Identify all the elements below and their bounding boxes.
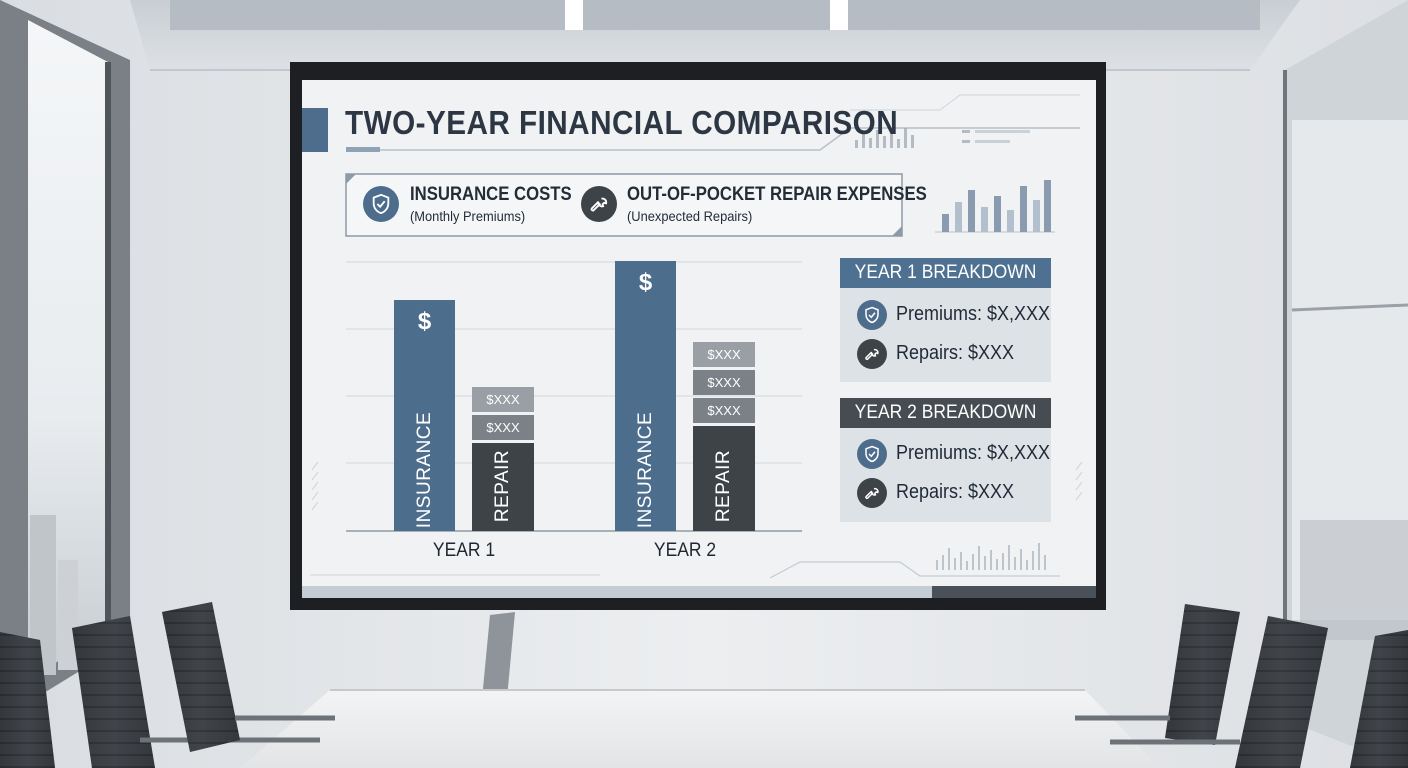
legend-repair-label: OUT-OF-POCKET REPAIR EXPENSES <box>627 184 927 205</box>
decorative-hatch-right <box>1075 461 1083 501</box>
repair-bar-label: REPAIR <box>492 449 513 523</box>
chair-left-3 <box>162 602 335 752</box>
repair-segment <box>472 415 534 440</box>
year1-premiums: Premiums: $X,XXX <box>896 303 1051 325</box>
repair-bar-label: REPAIR <box>713 449 734 523</box>
x-axis-label: YEAR 1 <box>432 540 496 561</box>
repair-segment-label: $XXX <box>707 375 741 390</box>
repair-segment-label: $XXX <box>486 420 520 435</box>
decorative-hatch-left <box>311 461 319 511</box>
insurance-bar-label: INSURANCE <box>413 411 435 529</box>
legend-insurance-sublabel: (Monthly Premiums) <box>410 208 526 224</box>
year1-repairs: Repairs: $XXX <box>896 342 1015 364</box>
wrench-icon <box>857 339 887 369</box>
chair-right-1 <box>1075 604 1240 745</box>
insurance-bar <box>615 261 676 531</box>
insurance-bar <box>394 300 455 531</box>
dollar-icon: $ <box>638 269 653 296</box>
shield-check-icon <box>857 300 887 330</box>
shield-check-icon <box>857 439 887 469</box>
repair-bar <box>693 426 755 531</box>
repair-segment <box>693 342 755 367</box>
repair-segment <box>693 370 755 395</box>
repair-segment-label: $XXX <box>486 392 520 407</box>
legend-insurance-label: INSURANCE COSTS <box>410 184 572 205</box>
slide-title: TWO-YEAR FINANCIAL COMPARISON <box>345 104 899 141</box>
year2-breakdown-heading: YEAR 2 BREAKDOWN <box>854 402 1037 423</box>
repair-segment <box>693 398 755 423</box>
shield-check-icon <box>363 186 399 222</box>
chair-left-1 <box>0 632 55 768</box>
dollar-icon: $ <box>417 308 432 335</box>
repair-segment-label: $XXX <box>707 403 741 418</box>
chair-right-2 <box>1110 616 1328 768</box>
x-axis-label: YEAR 2 <box>653 540 717 561</box>
insurance-bar-label: INSURANCE <box>634 411 656 529</box>
chart-bars <box>394 261 755 531</box>
decorative-progress-lines <box>962 130 1030 143</box>
chair-left-2 <box>72 616 320 768</box>
decorative-waveform-bottom <box>936 543 1046 570</box>
year2-repairs: Repairs: $XXX <box>896 481 1015 503</box>
repair-segment-label: $XXX <box>707 347 741 362</box>
year1-breakdown-heading: YEAR 1 BREAKDOWN <box>854 262 1037 283</box>
year2-premiums: Premiums: $X,XXX <box>896 442 1051 464</box>
chair-right-3 <box>1350 630 1408 768</box>
decorative-chart-top-right <box>935 180 1055 233</box>
legend-repair-sublabel: (Unexpected Repairs) <box>627 208 753 224</box>
repair-bar <box>472 443 534 531</box>
decorative-mini-bars <box>855 128 914 148</box>
wrench-icon <box>857 478 887 508</box>
repair-segment <box>472 387 534 412</box>
wrench-icon <box>581 186 617 222</box>
